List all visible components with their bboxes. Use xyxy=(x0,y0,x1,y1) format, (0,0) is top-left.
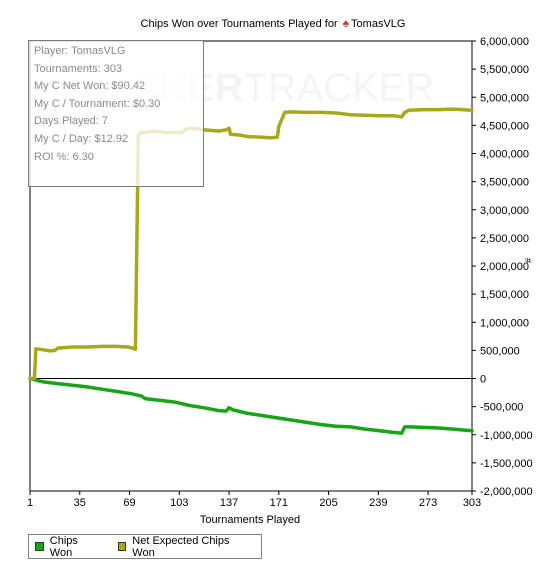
y-tick-label: 4,500,000 xyxy=(480,120,529,132)
y-tick-label: -2,000,000 xyxy=(480,486,533,498)
x-tick-label: 69 xyxy=(123,497,135,509)
stat-per-tournament: My C / Tournament: $0.30 xyxy=(34,97,161,110)
y-tick-label: 6,000,000 xyxy=(480,36,529,48)
stat-roi: ROI %: 6.30 xyxy=(34,150,94,163)
y-tick-label: 500,000 xyxy=(480,345,520,357)
stat-per-day: My C / Day: $12.92 xyxy=(34,132,129,145)
y-tick-label: 4,000,000 xyxy=(480,149,529,161)
chart-title-prefix: Chips Won over Tournaments Played for xyxy=(140,18,338,30)
y-tick-label: 1,500,000 xyxy=(480,289,529,301)
legend-label-chips-won: Chips Won xyxy=(49,534,78,559)
chart-legend: Chips Won Net Expected Chips Won xyxy=(28,534,262,559)
legend-label-net-expected: Net Expected Chips Won xyxy=(132,534,230,559)
y-axis-label: # xyxy=(523,258,533,264)
stat-net-won: My C Net Won: $90.42 xyxy=(34,80,146,93)
y-tick-label: 0 xyxy=(480,374,486,386)
x-tick-label: 1 xyxy=(27,497,33,509)
y-tick-label: -500,000 xyxy=(480,402,523,414)
x-tick-label: 303 xyxy=(463,497,481,509)
watermark-light: TRACKER xyxy=(243,66,434,110)
chart-title-player: TomasVLG xyxy=(351,18,406,30)
x-tick-label: 239 xyxy=(369,497,387,509)
stat-tournaments: Tournaments: 303 xyxy=(34,62,123,75)
x-tick-label: 171 xyxy=(270,497,288,509)
y-tick-label: 2,500,000 xyxy=(480,233,529,245)
y-tick-label: 5,500,000 xyxy=(480,64,529,76)
y-tick-label: 5,000,000 xyxy=(480,92,529,104)
y-tick-label: 3,500,000 xyxy=(480,177,529,189)
x-axis-label: Tournaments Played xyxy=(199,514,301,526)
x-tick-label: 273 xyxy=(419,497,437,509)
pokerstars-spade-icon: ♠ xyxy=(342,16,350,30)
stats-box: Player: TomasVLG Tournaments: 303 My C N… xyxy=(28,40,204,187)
legend-swatch-chips-won xyxy=(35,542,44,551)
x-tick-label: 103 xyxy=(170,497,188,509)
y-tick-label: -1,500,000 xyxy=(480,458,533,470)
legend-swatch-net-expected xyxy=(117,542,127,551)
stat-player: Player: TomasVLG xyxy=(34,45,126,57)
y-tick-label: 2,000,000 xyxy=(480,261,529,273)
legend-item-chips-won[interactable]: Chips Won xyxy=(35,535,102,559)
legend-item-net-expected[interactable]: Net Expected Chips Won xyxy=(117,534,251,559)
y-tick-label: 3,000,000 xyxy=(480,205,529,217)
x-tick-label: 35 xyxy=(74,497,86,509)
x-tick-label: 137 xyxy=(220,497,238,509)
x-tick-label: 205 xyxy=(319,497,337,509)
series-line-net-expected xyxy=(28,107,474,381)
stat-days-played: Days Played: 7 xyxy=(34,115,108,128)
series-line-chips-won xyxy=(28,376,474,435)
chart-title: Chips Won over Tournaments Played for ♠ T… xyxy=(0,16,546,30)
y-tick-label: 1,000,000 xyxy=(480,317,529,329)
y-tick-label: -1,000,000 xyxy=(480,430,533,442)
